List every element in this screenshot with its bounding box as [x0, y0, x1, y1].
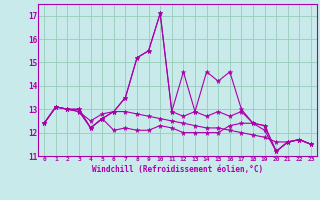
- X-axis label: Windchill (Refroidissement éolien,°C): Windchill (Refroidissement éolien,°C): [92, 165, 263, 174]
